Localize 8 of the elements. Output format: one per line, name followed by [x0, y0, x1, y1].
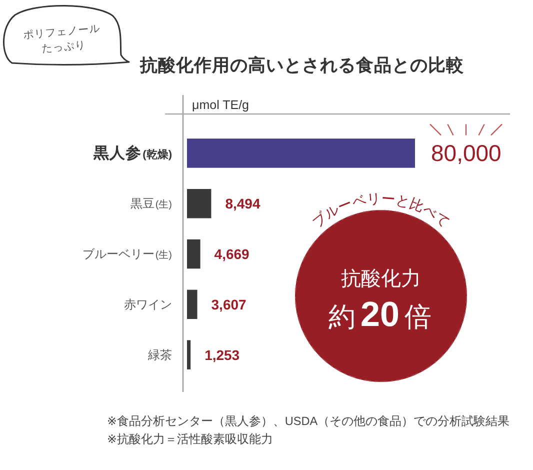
xlabel: μmol TE/g [192, 98, 249, 112]
annotation: ※食品分析センター（黒人参）、USDA（その他の食品）での分析試験結果 [107, 414, 510, 428]
annotation: ※抗酸化力＝活性酸素吸収能力 [107, 432, 273, 446]
annotation: たっぷり [41, 39, 86, 55]
annotation: ポリフェノール [22, 22, 101, 42]
annotation: ブルーベリーと比べて [309, 190, 453, 230]
title: 抗酸化作用の高いとされる食品との比較 [140, 55, 464, 75]
annotation: 抗酸化力 [341, 268, 421, 290]
